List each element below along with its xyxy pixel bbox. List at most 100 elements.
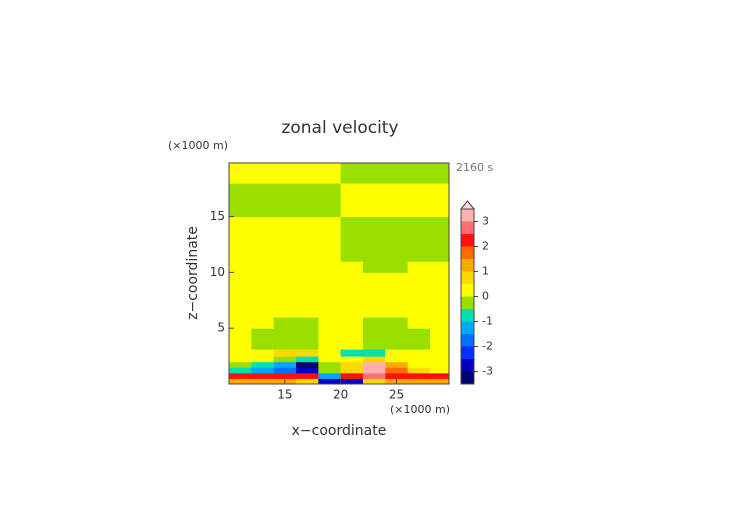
colorbar-tick-label: -2 xyxy=(482,340,493,353)
cell xyxy=(273,294,297,307)
cell xyxy=(340,349,364,357)
cell xyxy=(407,216,431,229)
cell xyxy=(363,238,386,251)
cell xyxy=(318,349,342,357)
axes: 15 20 25 5 10 15 -3 -2 -1 0 1 2 3 xyxy=(210,162,493,402)
cell xyxy=(340,216,364,229)
cell xyxy=(251,194,275,206)
cell xyxy=(340,294,364,307)
colorbar-extend xyxy=(459,200,476,210)
cell xyxy=(318,339,342,350)
cell xyxy=(251,294,275,307)
cell xyxy=(407,194,431,206)
cell xyxy=(251,171,275,184)
x-tick-label: 20 xyxy=(333,388,348,402)
cell xyxy=(318,238,342,251)
cell xyxy=(407,205,431,218)
cell xyxy=(407,349,431,357)
cell xyxy=(385,339,409,350)
cell xyxy=(296,205,319,218)
cell xyxy=(229,339,252,350)
cell xyxy=(318,216,342,229)
cell xyxy=(318,261,342,273)
cell xyxy=(273,349,297,357)
cell xyxy=(273,367,297,374)
cell xyxy=(273,361,297,368)
cell xyxy=(385,283,409,296)
cell xyxy=(318,328,342,340)
cell xyxy=(229,272,252,285)
cell xyxy=(340,317,364,329)
cell xyxy=(430,183,450,195)
cell xyxy=(430,361,450,368)
cell xyxy=(318,205,342,218)
cell xyxy=(363,205,386,218)
colorbar-tick-label: 0 xyxy=(482,290,489,303)
cell xyxy=(229,372,252,379)
cell xyxy=(385,227,409,240)
cell xyxy=(430,216,450,229)
cell xyxy=(229,227,252,240)
cell xyxy=(385,194,409,206)
colorbar-tick-label: 2 xyxy=(482,240,489,253)
cell xyxy=(407,272,431,285)
cell xyxy=(430,378,450,385)
cell xyxy=(251,317,275,329)
cell xyxy=(430,261,450,273)
cell xyxy=(318,372,342,379)
cell xyxy=(273,194,297,206)
cell xyxy=(340,339,364,350)
cell xyxy=(273,261,297,273)
cell xyxy=(318,250,342,262)
cell xyxy=(318,356,342,363)
cell xyxy=(273,372,297,379)
cell xyxy=(385,261,409,273)
cell xyxy=(229,317,252,329)
cell xyxy=(229,194,252,206)
cell xyxy=(363,305,386,318)
y-axis-label: z−coordinate xyxy=(185,226,201,320)
cell xyxy=(273,238,297,251)
colorbar-tick-label: -3 xyxy=(482,365,493,378)
cell xyxy=(340,378,364,385)
cell xyxy=(251,183,275,195)
cell xyxy=(273,163,297,173)
cell xyxy=(318,367,342,374)
x-tick-label: 15 xyxy=(277,388,292,402)
cell xyxy=(296,183,319,195)
cell xyxy=(407,283,431,296)
cell xyxy=(318,378,342,385)
cell xyxy=(273,305,297,318)
cell xyxy=(251,250,275,262)
cell xyxy=(318,294,342,307)
cell xyxy=(385,183,409,195)
cell xyxy=(340,171,364,184)
cell xyxy=(229,294,252,307)
cell xyxy=(407,227,431,240)
cell xyxy=(229,356,252,363)
cell xyxy=(229,216,252,229)
cell xyxy=(229,171,252,184)
cell xyxy=(363,328,386,340)
cell xyxy=(363,163,386,173)
cell xyxy=(273,183,297,195)
cell xyxy=(251,367,275,374)
cell xyxy=(430,272,450,285)
cell xyxy=(430,367,450,374)
cell xyxy=(296,317,319,329)
cell xyxy=(296,250,319,262)
cell xyxy=(229,328,252,340)
cell xyxy=(430,328,450,340)
cell xyxy=(430,356,450,363)
cell xyxy=(318,361,342,368)
colorbar-bin xyxy=(461,234,474,247)
cell xyxy=(363,272,386,285)
cell xyxy=(363,378,386,385)
cell xyxy=(430,250,450,262)
cell xyxy=(296,194,319,206)
y-tick-label: 10 xyxy=(210,265,225,279)
cell xyxy=(407,238,431,251)
colorbar-bin xyxy=(461,334,474,347)
